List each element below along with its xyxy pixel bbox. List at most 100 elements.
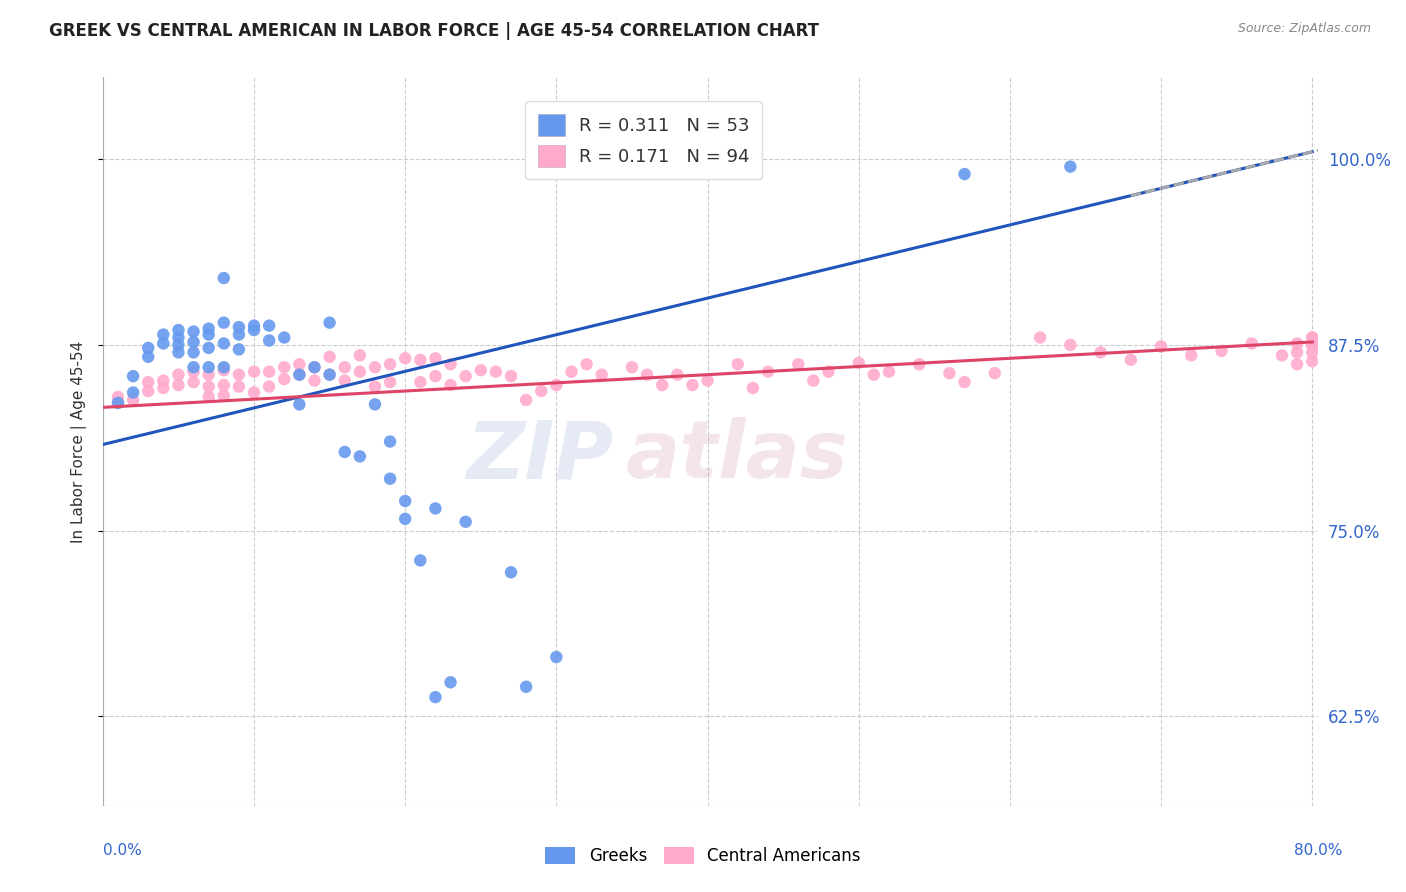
Point bbox=[908, 357, 931, 371]
Point bbox=[1090, 345, 1112, 359]
Point bbox=[364, 397, 387, 411]
Point bbox=[304, 360, 326, 375]
Point bbox=[273, 330, 295, 344]
Point bbox=[288, 397, 311, 411]
Point bbox=[122, 369, 145, 384]
Point bbox=[1059, 338, 1081, 352]
Point bbox=[787, 357, 810, 371]
Point bbox=[136, 384, 159, 398]
Point bbox=[228, 379, 250, 393]
Point bbox=[212, 360, 235, 375]
Point bbox=[515, 392, 537, 407]
Point bbox=[212, 363, 235, 377]
Point bbox=[349, 365, 371, 379]
Point bbox=[454, 369, 477, 384]
Point bbox=[454, 515, 477, 529]
Point bbox=[1240, 336, 1263, 351]
Point bbox=[167, 338, 190, 352]
Point bbox=[107, 396, 129, 410]
Point bbox=[741, 381, 763, 395]
Point bbox=[439, 675, 461, 690]
Point bbox=[409, 553, 432, 567]
Point bbox=[1301, 330, 1323, 344]
Point bbox=[546, 378, 568, 392]
Point bbox=[243, 385, 266, 400]
Point bbox=[1301, 354, 1323, 368]
Point bbox=[228, 368, 250, 382]
Point bbox=[530, 384, 553, 398]
Point bbox=[546, 650, 568, 665]
Text: Source: ZipAtlas.com: Source: ZipAtlas.com bbox=[1237, 22, 1371, 36]
Text: 80.0%: 80.0% bbox=[1295, 843, 1343, 858]
Point bbox=[848, 356, 870, 370]
Point bbox=[425, 369, 447, 384]
Point bbox=[333, 445, 356, 459]
Point bbox=[136, 350, 159, 364]
Point bbox=[651, 378, 673, 392]
Point bbox=[378, 375, 401, 389]
Point bbox=[1150, 339, 1173, 353]
Point bbox=[212, 388, 235, 402]
Point bbox=[197, 341, 219, 355]
Point bbox=[409, 352, 432, 367]
Text: atlas: atlas bbox=[626, 417, 848, 495]
Point bbox=[107, 396, 129, 410]
Point bbox=[167, 323, 190, 337]
Point bbox=[183, 334, 205, 349]
Point bbox=[877, 365, 900, 379]
Text: GREEK VS CENTRAL AMERICAN IN LABOR FORCE | AGE 45-54 CORRELATION CHART: GREEK VS CENTRAL AMERICAN IN LABOR FORCE… bbox=[49, 22, 820, 40]
Point bbox=[817, 365, 839, 379]
Point bbox=[167, 378, 190, 392]
Point bbox=[183, 360, 205, 375]
Point bbox=[515, 680, 537, 694]
Point bbox=[1301, 338, 1323, 352]
Legend: Greeks, Central Americans: Greeks, Central Americans bbox=[538, 840, 868, 872]
Point bbox=[696, 374, 718, 388]
Point bbox=[243, 323, 266, 337]
Text: 0.0%: 0.0% bbox=[103, 843, 142, 858]
Point bbox=[197, 390, 219, 404]
Point bbox=[349, 348, 371, 362]
Point bbox=[243, 365, 266, 379]
Point bbox=[801, 374, 824, 388]
Point bbox=[499, 369, 522, 384]
Point bbox=[212, 316, 235, 330]
Point bbox=[288, 357, 311, 371]
Point bbox=[364, 360, 387, 375]
Point bbox=[318, 368, 340, 382]
Point bbox=[167, 368, 190, 382]
Point bbox=[152, 381, 174, 395]
Point bbox=[1059, 160, 1081, 174]
Point bbox=[197, 360, 219, 375]
Point bbox=[560, 365, 582, 379]
Point bbox=[152, 374, 174, 388]
Point bbox=[1301, 345, 1323, 359]
Point bbox=[183, 365, 205, 379]
Point bbox=[318, 316, 340, 330]
Point bbox=[197, 379, 219, 393]
Point bbox=[409, 375, 432, 389]
Point bbox=[575, 357, 598, 371]
Point bbox=[499, 566, 522, 580]
Point bbox=[727, 357, 749, 371]
Point bbox=[1180, 348, 1202, 362]
Point bbox=[333, 374, 356, 388]
Y-axis label: In Labor Force | Age 45-54: In Labor Force | Age 45-54 bbox=[72, 341, 87, 542]
Point bbox=[318, 368, 340, 382]
Point bbox=[1286, 345, 1309, 359]
Legend: R = 0.311   N = 53, R = 0.171   N = 94: R = 0.311 N = 53, R = 0.171 N = 94 bbox=[524, 101, 762, 179]
Point bbox=[953, 375, 976, 389]
Point bbox=[167, 330, 190, 344]
Point bbox=[304, 374, 326, 388]
Point bbox=[212, 336, 235, 351]
Point bbox=[591, 368, 613, 382]
Point bbox=[257, 318, 280, 333]
Point bbox=[228, 327, 250, 342]
Point bbox=[136, 375, 159, 389]
Point bbox=[1286, 336, 1309, 351]
Point bbox=[183, 345, 205, 359]
Text: ZIP: ZIP bbox=[465, 417, 613, 495]
Point bbox=[107, 390, 129, 404]
Point bbox=[1301, 330, 1323, 344]
Point bbox=[1029, 330, 1052, 344]
